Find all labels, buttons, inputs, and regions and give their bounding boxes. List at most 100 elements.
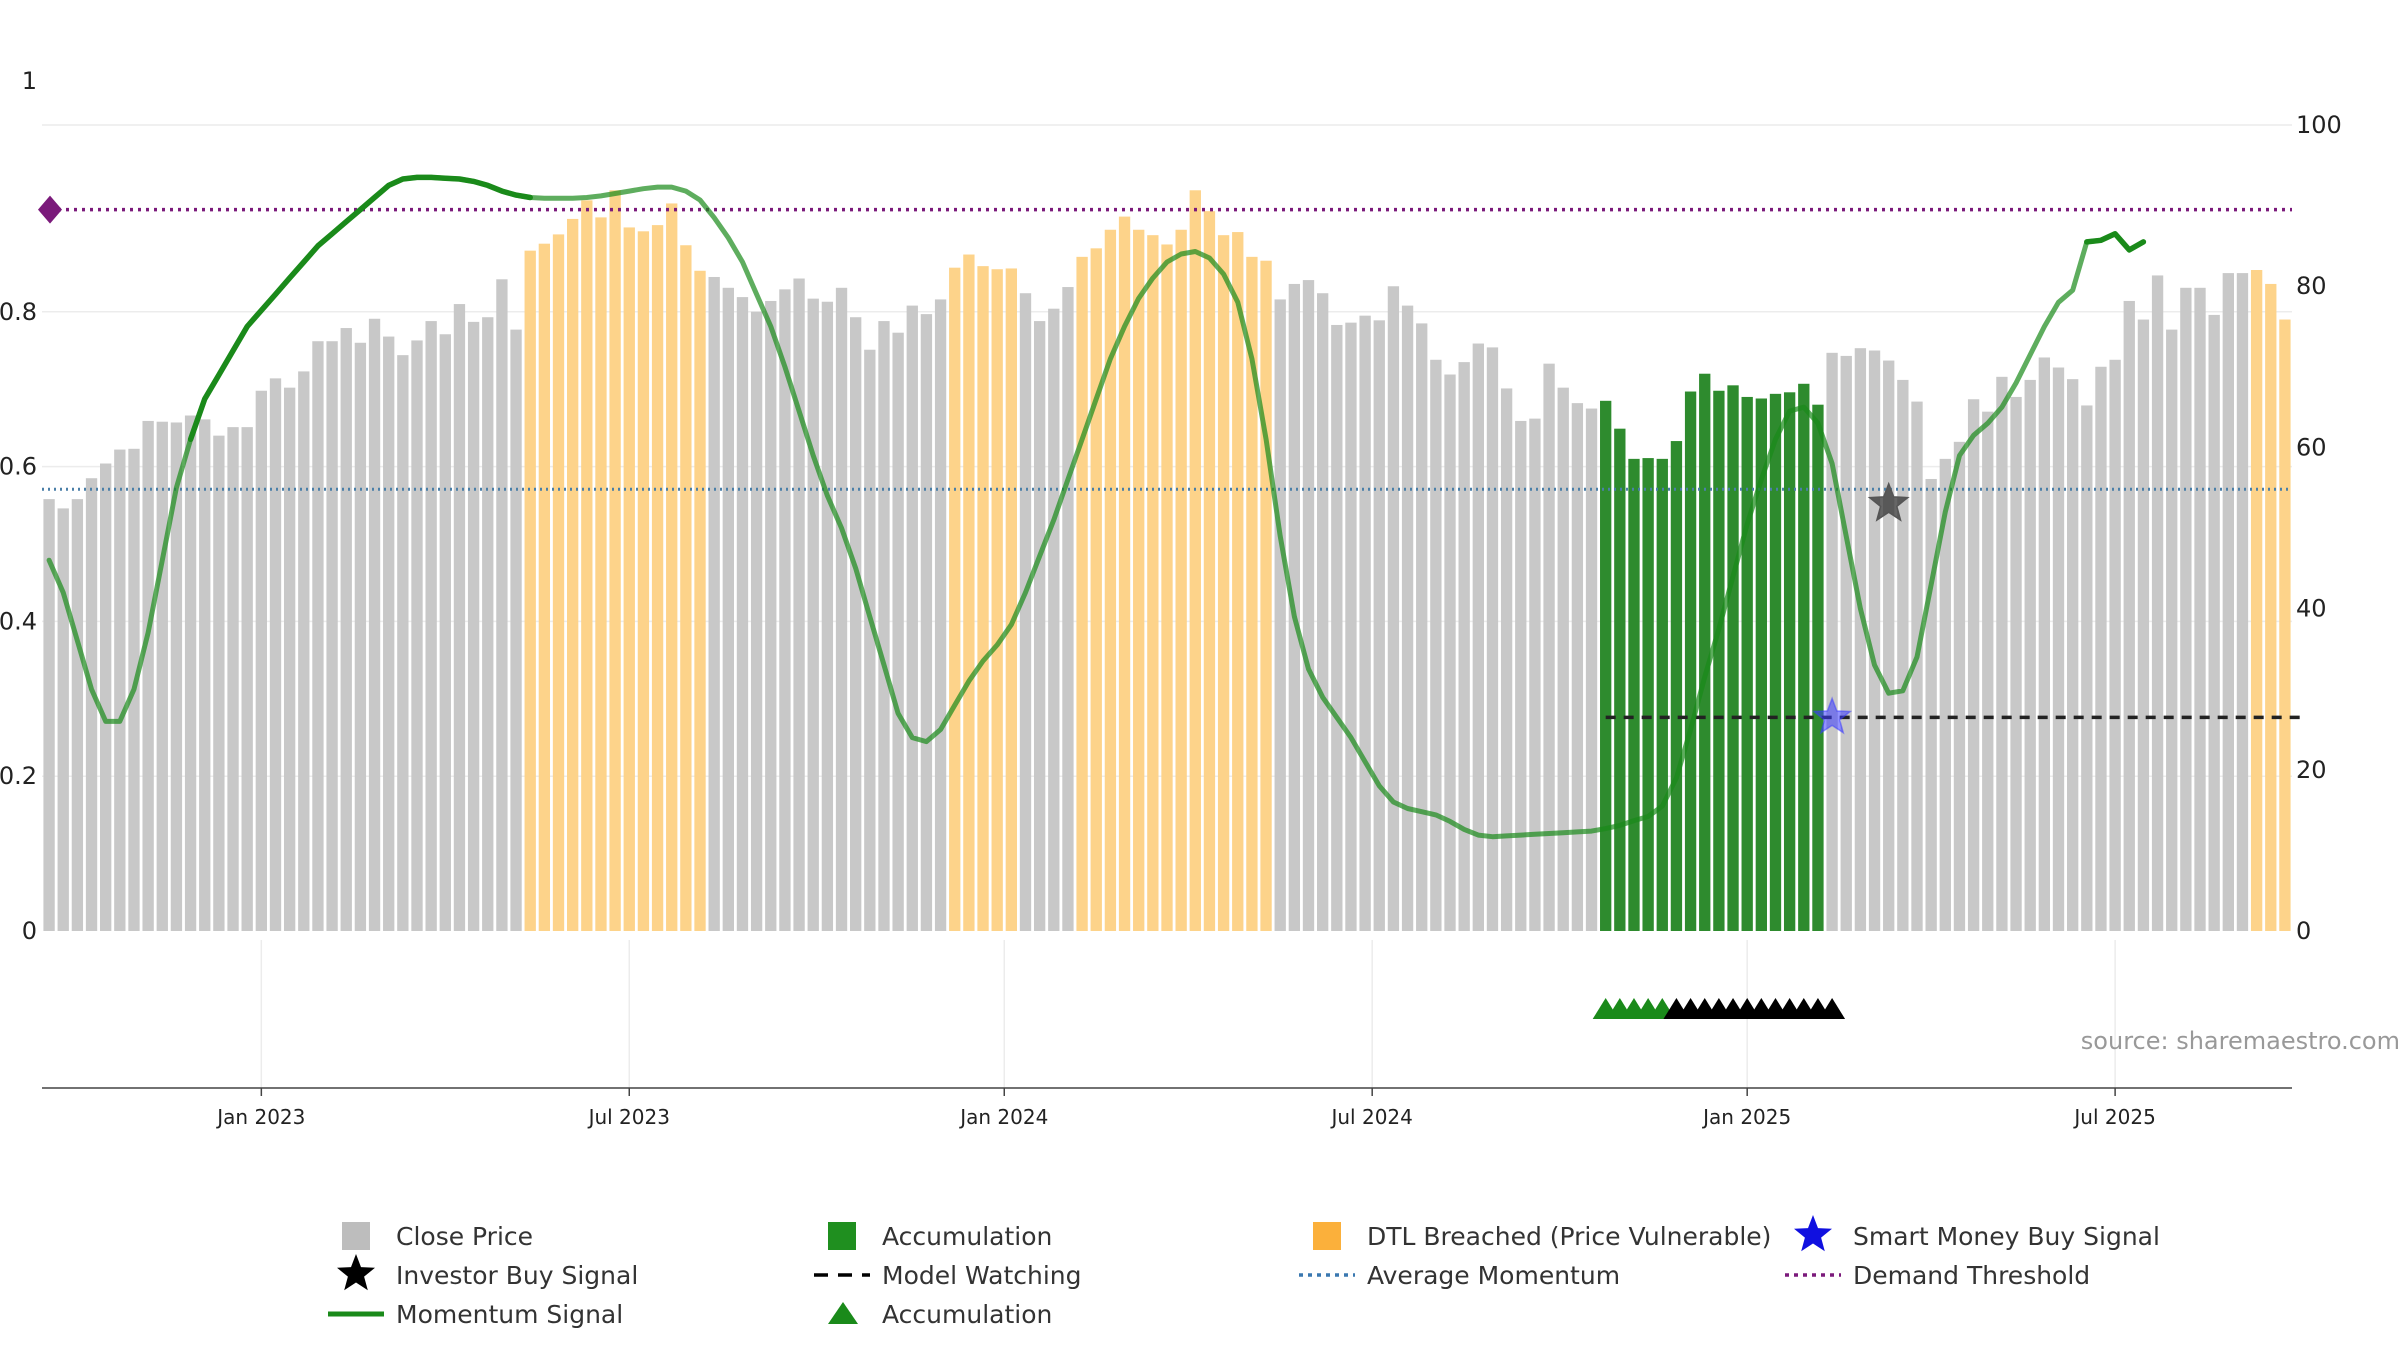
- close-price-bar: [2137, 319, 2150, 931]
- dtl-breached-bar: [552, 234, 565, 931]
- close-price-bar: [255, 390, 267, 931]
- close-price-bar: [1500, 388, 1513, 931]
- close-price-bar: [2109, 359, 2121, 932]
- legend-label: Smart Money Buy Signal: [1853, 1222, 2160, 1251]
- close-price-bar: [368, 318, 381, 931]
- close-price-bar: [708, 276, 720, 932]
- dtl-breached-bar: [1161, 244, 1173, 931]
- close-price-bar: [1826, 352, 1838, 931]
- close-price-bar: [1967, 399, 1980, 932]
- close-price-bar: [1529, 418, 1541, 931]
- close-price-bar: [2052, 367, 2065, 931]
- close-price-bar: [1373, 320, 1385, 932]
- right-axis-tick-label: 20: [2296, 756, 2327, 784]
- close-price-bar: [170, 422, 183, 931]
- dtl-breached-bar: [977, 266, 989, 931]
- close-price-bar: [793, 278, 805, 931]
- close-price-bar: [1416, 323, 1428, 931]
- close-price-bar: [1472, 343, 1484, 931]
- legend-label: Momentum Signal: [396, 1300, 623, 1329]
- close-price-bar: [1401, 305, 1414, 931]
- legend-label: Average Momentum: [1367, 1261, 1620, 1290]
- x-tick-label: Jul 2023: [587, 1105, 670, 1129]
- legend-item: Accumulation: [828, 1300, 1052, 1329]
- close-price-bar: [1019, 293, 1032, 931]
- dtl-breached-bar: [538, 243, 551, 932]
- close-price-bar: [213, 435, 225, 931]
- accumulation-bar: [1741, 396, 1753, 931]
- left-axis-tick-label: 0: [22, 917, 37, 945]
- dtl-breached-bar: [567, 218, 579, 932]
- close-price-bar: [298, 371, 310, 931]
- left-axis-tick-label: 0.2: [0, 762, 37, 790]
- close-price-bar: [1387, 286, 1400, 931]
- dtl-breached-bar: [1260, 260, 1272, 931]
- legend-label: Accumulation: [882, 1222, 1052, 1251]
- right-axis-tick-label: 40: [2296, 595, 2327, 623]
- close-price-bar: [2236, 273, 2249, 932]
- accumulation-bar: [1614, 428, 1626, 931]
- close-price-bar: [1571, 403, 1584, 932]
- momentum-signal-line-strong: [2084, 231, 2147, 253]
- close-price-bar: [821, 301, 834, 931]
- right-axis-tick-label: 60: [2296, 433, 2327, 461]
- investor-buy-star: [1867, 481, 1910, 522]
- close-price-bar: [184, 415, 197, 931]
- close-price-bar: [326, 341, 338, 931]
- close-price-bar: [269, 378, 282, 931]
- accumulation-swatch-icon: [828, 1222, 856, 1250]
- close-price-bar: [1897, 379, 1909, 931]
- close-price-bar: [57, 508, 69, 931]
- close-price-bar: [750, 311, 763, 931]
- close-price-bar: [43, 499, 55, 931]
- right-axis-tick-label: 0: [2296, 917, 2311, 945]
- dtl-breached-bar: [1175, 229, 1187, 932]
- close-price-bar: [482, 317, 494, 931]
- dtl-breached-bar: [1133, 229, 1145, 932]
- close-price-bar: [1925, 478, 1937, 931]
- x-tick-label: Jan 2024: [958, 1105, 1048, 1129]
- accumulation-bar: [1769, 393, 1782, 931]
- close-price-bar: [1274, 299, 1286, 931]
- left-axis-tick-label: 1: [22, 67, 37, 95]
- close-price-bar: [1585, 408, 1598, 931]
- close-price-bar: [199, 419, 211, 931]
- dtl-breached-bar: [1203, 211, 1216, 931]
- close-price-bar: [2180, 287, 2192, 931]
- close-price-bar: [1317, 293, 1329, 931]
- close-price-bar: [227, 427, 239, 931]
- close-price-swatch-icon: [342, 1222, 370, 1250]
- close-price-bar: [425, 321, 437, 931]
- close-price-bar: [1854, 348, 1867, 932]
- close-price-bar: [2081, 405, 2093, 932]
- close-price-bar: [934, 299, 947, 931]
- dtl-breached-bar: [1246, 256, 1258, 931]
- close-price-bar: [1515, 420, 1527, 931]
- demand-threshold-marker: [38, 195, 62, 224]
- close-price-bar: [1033, 321, 1046, 931]
- close-price-bar: [1062, 287, 1074, 932]
- close-price-bar: [1359, 315, 1371, 931]
- dtl-breached-bar: [637, 231, 650, 931]
- accumulation-bar: [1642, 458, 1654, 931]
- legend-label: Demand Threshold: [1853, 1261, 2090, 1290]
- accumulation-bar: [1798, 383, 1810, 932]
- close-price-bar: [892, 332, 904, 931]
- accumulation-bar: [1656, 458, 1668, 931]
- close-price-bar: [1883, 360, 1895, 931]
- legend-label: Investor Buy Signal: [396, 1261, 638, 1290]
- close-price-bar: [878, 321, 890, 931]
- close-price-bar: [2038, 357, 2051, 931]
- dtl-breached-bar: [609, 190, 621, 932]
- indicator-lines: [42, 174, 2307, 840]
- close-price-bar: [1911, 401, 1923, 932]
- close-price-bar: [1840, 355, 1852, 932]
- accumulation-bar: [1727, 385, 1739, 932]
- price-bars: [43, 190, 2291, 932]
- close-price-bar: [1430, 359, 1442, 932]
- close-price-bar: [1868, 350, 1881, 931]
- close-price-bar: [354, 342, 367, 931]
- legend-item: Accumulation: [828, 1222, 1052, 1251]
- close-price-bar: [439, 334, 451, 932]
- legend: Close Price Accumulation DTL Breached (Pri…: [328, 1215, 2160, 1329]
